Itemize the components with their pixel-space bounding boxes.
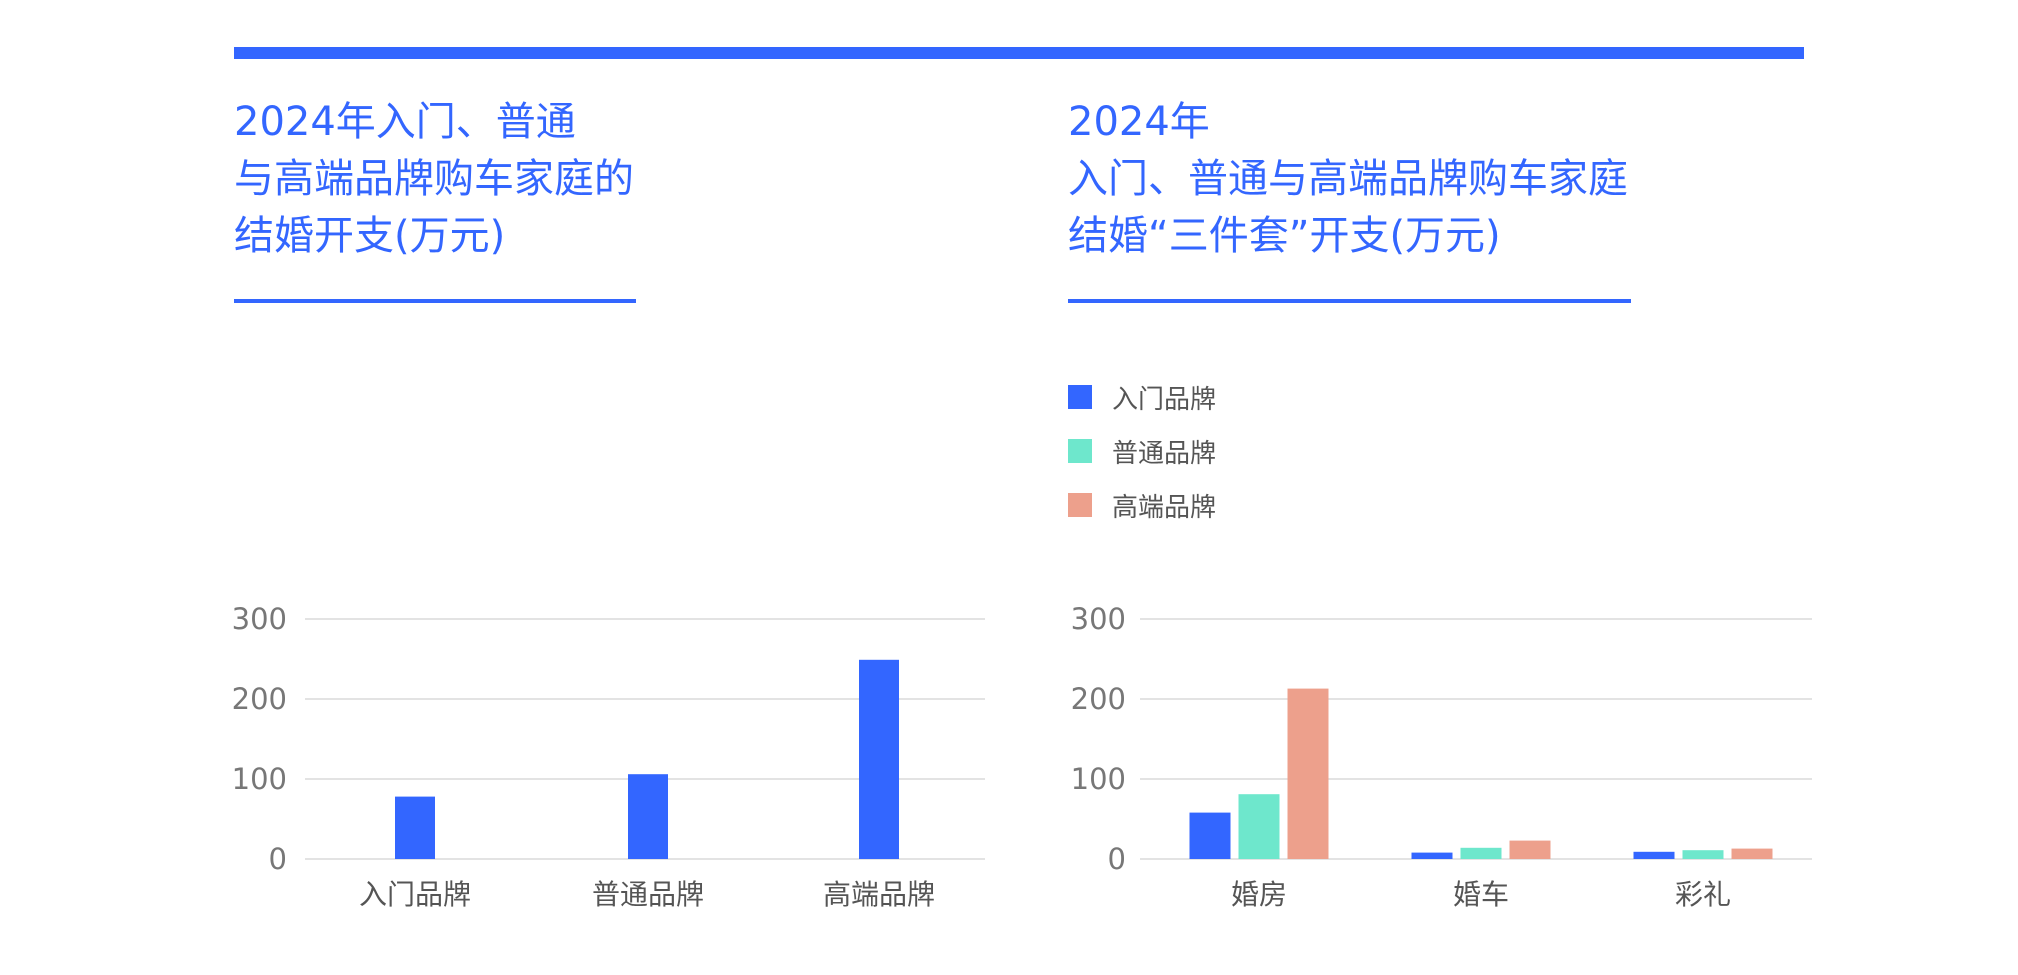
chart1-title-rule (234, 299, 636, 303)
chart1-title: 2024年入门、普通 与高端品牌购车家庭的 结婚开支(万元) (234, 99, 634, 259)
chart2-bar (1460, 847, 1502, 859)
chart1-x-category-label: 高端品牌 (823, 878, 935, 911)
legend-swatch-regular (1068, 439, 1092, 463)
chart2-title-rule (1068, 299, 1631, 303)
chart1-bar (628, 774, 668, 859)
legend-label-premium: 高端品牌 (1112, 492, 1217, 523)
legend-item-premium: 高端品牌 (1068, 491, 1216, 523)
chart2-x-category-label: 婚车 (1453, 878, 1509, 911)
chart1-y-tick-label: 0 (269, 842, 287, 876)
chart2-bar (1633, 851, 1675, 859)
chart2-bar (1287, 688, 1329, 859)
chart2-title: 2024年 入门、普通与高端品牌购车家庭 结婚“三件套”开支(万元) (1068, 99, 1628, 259)
chart2-bar (1189, 812, 1231, 859)
legend-item-regular: 普通品牌 (1068, 437, 1216, 469)
chart1-y-tick-label: 200 (232, 682, 287, 716)
chart1-bar (859, 659, 899, 859)
chart2-x-category-label: 彩礼 (1675, 878, 1731, 911)
top-accent-bar (234, 47, 1804, 59)
chart2-bar (1411, 852, 1453, 859)
legend-item-entry: 入门品牌 (1068, 383, 1216, 415)
chart1-x-category-label: 入门品牌 (359, 878, 471, 911)
chart2-x-category-label: 婚房 (1231, 878, 1287, 911)
chart1-y-tick-label: 300 (232, 602, 287, 636)
chart2-bar (1238, 794, 1280, 859)
chart1-x-category-label: 普通品牌 (592, 878, 704, 911)
chart2-y-tick-label: 300 (1071, 602, 1126, 636)
chart2-legend: 入门品牌 普通品牌 高端品牌 (1068, 383, 1216, 545)
chart2-y-tick-label: 0 (1108, 842, 1126, 876)
legend-swatch-premium (1068, 493, 1092, 517)
legend-label-regular: 普通品牌 (1112, 438, 1217, 469)
chart1-y-tick-label: 100 (232, 762, 287, 796)
legend-swatch-entry (1068, 385, 1092, 409)
chart2-bar (1509, 840, 1551, 859)
chart1-bar (395, 796, 435, 859)
legend-label-entry: 入门品牌 (1112, 384, 1217, 415)
chart2-bar (1731, 848, 1773, 859)
chart2-bar (1682, 850, 1724, 859)
chart2-y-tick-label: 100 (1071, 762, 1126, 796)
chart2-y-tick-label: 200 (1071, 682, 1126, 716)
